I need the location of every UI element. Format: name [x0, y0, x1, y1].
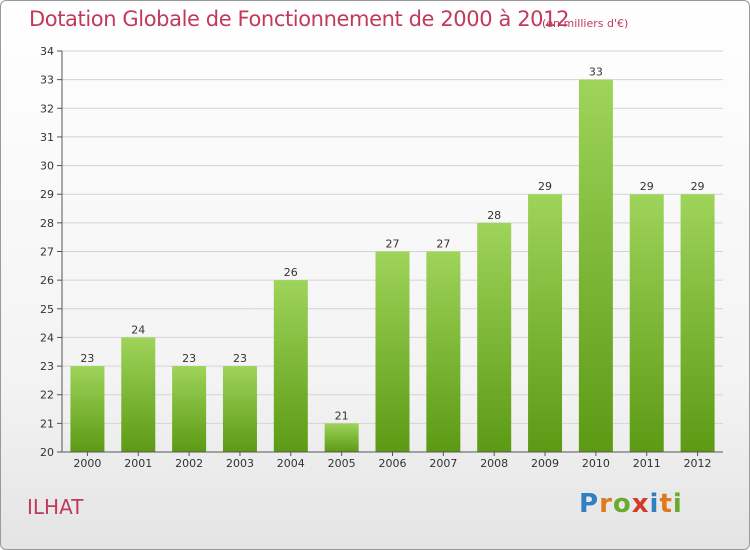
y-tick-label: 34	[40, 45, 54, 58]
bar	[121, 337, 156, 452]
y-tick-label: 20	[40, 446, 54, 459]
data-label: 33	[589, 66, 603, 79]
data-label: 24	[131, 323, 145, 336]
x-tick-label: 2011	[633, 457, 661, 470]
logo-letter: t	[659, 489, 673, 519]
x-tick-label: 2003	[226, 457, 254, 470]
y-tick-label: 25	[40, 303, 54, 316]
logo-letter: i	[649, 489, 660, 519]
bar	[426, 251, 461, 452]
x-tick-label: 2004	[277, 457, 305, 470]
bar	[172, 366, 207, 452]
y-tick-label: 29	[40, 188, 54, 201]
proxiti-logo: Proxiti	[579, 489, 683, 519]
data-label: 29	[640, 180, 654, 193]
data-label: 26	[284, 266, 298, 279]
y-tick-label: 22	[40, 389, 54, 402]
bar	[629, 194, 664, 452]
y-tick-label: 21	[40, 417, 54, 430]
bar	[222, 366, 257, 452]
bar	[375, 251, 410, 452]
y-tick-label: 33	[40, 74, 54, 87]
x-tick-label: 2000	[73, 457, 101, 470]
y-tick-label: 24	[40, 331, 54, 344]
x-tick-label: 2008	[480, 457, 508, 470]
bar	[273, 280, 308, 452]
data-label: 21	[335, 409, 349, 422]
bar	[578, 79, 613, 453]
x-tick-label: 2009	[531, 457, 559, 470]
chart-title: Dotation Globale de Fonctionnement de 20…	[29, 7, 570, 31]
y-tick-label: 32	[40, 102, 54, 115]
x-tick-label: 2007	[429, 457, 457, 470]
x-tick-label: 2002	[175, 457, 203, 470]
data-label: 23	[233, 352, 247, 365]
bar	[680, 194, 715, 452]
y-tick-label: 23	[40, 360, 54, 373]
data-label: 23	[80, 352, 94, 365]
logo-letter: P	[579, 489, 600, 519]
bar	[324, 423, 359, 452]
logo-letter: o	[612, 489, 632, 519]
y-tick-label: 26	[40, 274, 54, 287]
data-label: 29	[691, 180, 705, 193]
x-tick-label: 2012	[684, 457, 712, 470]
x-tick-label: 2005	[328, 457, 356, 470]
logo-letter: x	[631, 489, 650, 519]
y-tick-label: 27	[40, 246, 54, 259]
data-label: 23	[182, 352, 196, 365]
data-label: 29	[538, 180, 552, 193]
bar	[477, 222, 512, 452]
x-tick-label: 2001	[124, 457, 152, 470]
x-tick-label: 2010	[582, 457, 610, 470]
bar	[528, 194, 563, 452]
bar-chart: 23 24 23 23 26 21 27 27 28 29 33 29 29 20 21 22 23 24 25 2…	[40, 45, 723, 470]
y-tick-label: 30	[40, 160, 54, 173]
bar	[70, 366, 105, 452]
commune-name: ILHAT	[27, 495, 84, 519]
logo-letter: r	[599, 489, 613, 519]
chart-unit: (en milliers d'€)	[542, 17, 629, 30]
logo-letter: i	[672, 489, 683, 519]
data-label: 27	[436, 238, 450, 251]
data-label: 28	[487, 209, 501, 222]
y-tick-label: 28	[40, 217, 54, 230]
y-tick-label: 31	[40, 131, 54, 144]
x-tick-label: 2006	[379, 457, 407, 470]
data-label: 27	[386, 238, 400, 251]
